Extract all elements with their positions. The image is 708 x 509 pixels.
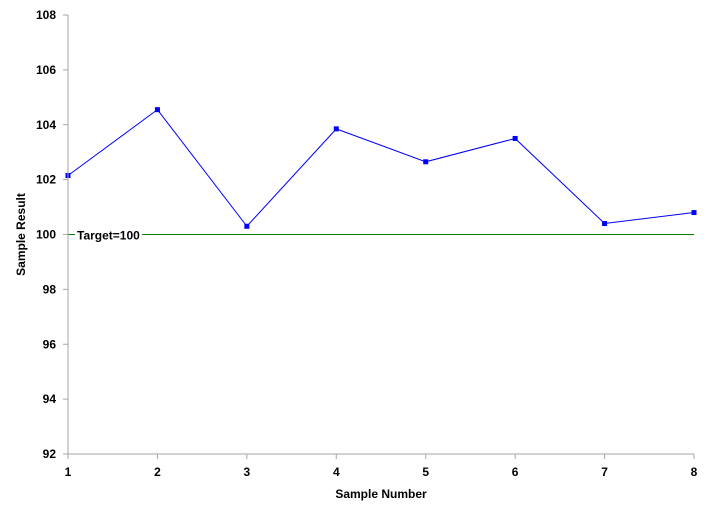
series-line	[67, 108, 695, 228]
y-tick-label: 100	[36, 228, 56, 242]
data-markers	[65, 107, 697, 229]
data-point	[154, 107, 160, 113]
x-tick-label: 1	[65, 465, 72, 479]
x-tick-label: 6	[512, 465, 519, 479]
x-tick-label: 4	[333, 465, 340, 479]
x-tick-label: 8	[691, 465, 698, 479]
data-point	[512, 135, 518, 141]
y-tick-label: 98	[43, 282, 57, 296]
x-tick-label: 3	[244, 465, 251, 479]
y-tick-label: 106	[36, 63, 56, 77]
data-point	[423, 159, 429, 165]
y-tick-label: 102	[36, 173, 56, 187]
x-axis-ticks: 1 2 3 4 5 6 7 8	[65, 454, 698, 479]
y-axis-ticks: 92 94 96 98 100 102 104 106 108	[36, 8, 68, 461]
y-tick-label: 108	[36, 8, 56, 22]
y-tick-label: 92	[43, 447, 57, 461]
y-axis-title: Sample Result	[14, 193, 28, 276]
data-point	[602, 221, 608, 227]
y-tick-label: 104	[36, 118, 56, 132]
target-label-background	[75, 228, 143, 243]
x-axis-title: Sample Number	[335, 487, 427, 501]
target-label: Target=100	[77, 229, 140, 243]
data-point	[244, 223, 250, 229]
data-point	[333, 126, 339, 132]
x-tick-label: 5	[422, 465, 429, 479]
data-point	[691, 210, 697, 216]
x-tick-label: 2	[154, 465, 161, 479]
y-tick-label: 94	[43, 392, 57, 406]
y-tick-label: 96	[43, 337, 57, 351]
x-tick-label: 7	[601, 465, 608, 479]
